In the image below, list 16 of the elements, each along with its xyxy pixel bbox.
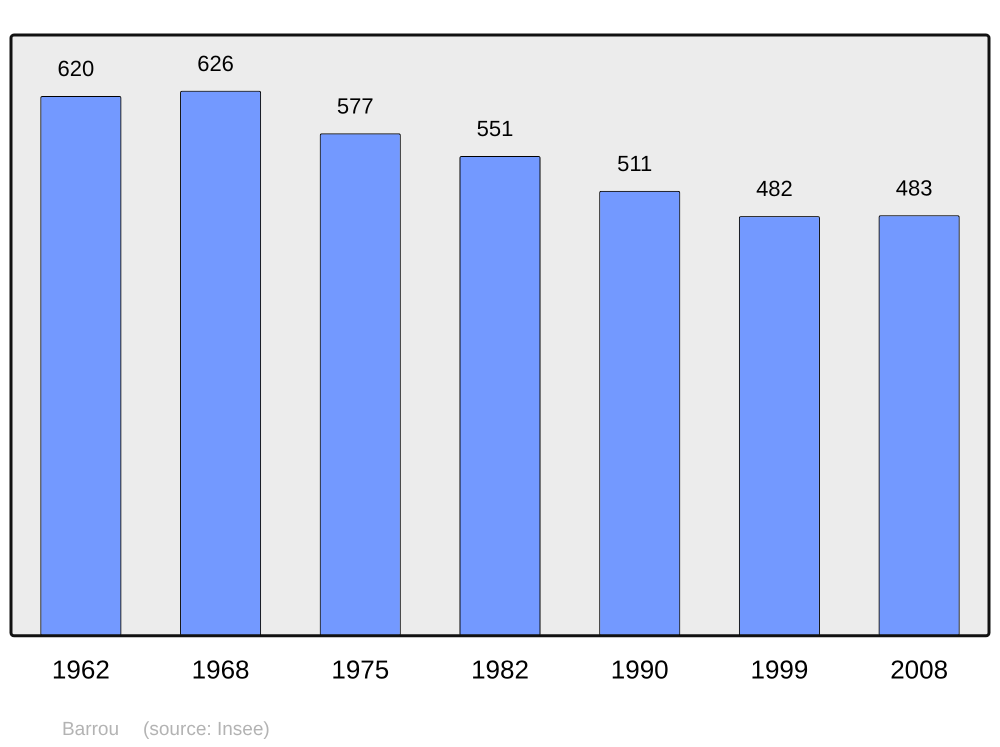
data-label: 511 xyxy=(617,150,652,176)
data-label: 483 xyxy=(896,175,932,200)
x-tick-label: 1962 xyxy=(52,654,110,685)
x-tick-label: 1999 xyxy=(750,654,808,685)
data-label: 577 xyxy=(336,93,374,118)
x-tick-label: 1968 xyxy=(192,654,250,685)
text: (source: Insee) xyxy=(143,719,270,740)
x-tick-label: 1990 xyxy=(610,654,669,685)
data-label: 620 xyxy=(58,56,94,82)
x-tick-label: 2008 xyxy=(890,654,948,685)
data-label: 482 xyxy=(756,176,793,202)
text: Barrou xyxy=(62,719,120,740)
x-tick-label: 1982 xyxy=(471,654,529,685)
data-label: 626 xyxy=(197,50,234,76)
x-tick-label: 1975 xyxy=(331,654,390,685)
data-label: 551 xyxy=(476,116,514,142)
